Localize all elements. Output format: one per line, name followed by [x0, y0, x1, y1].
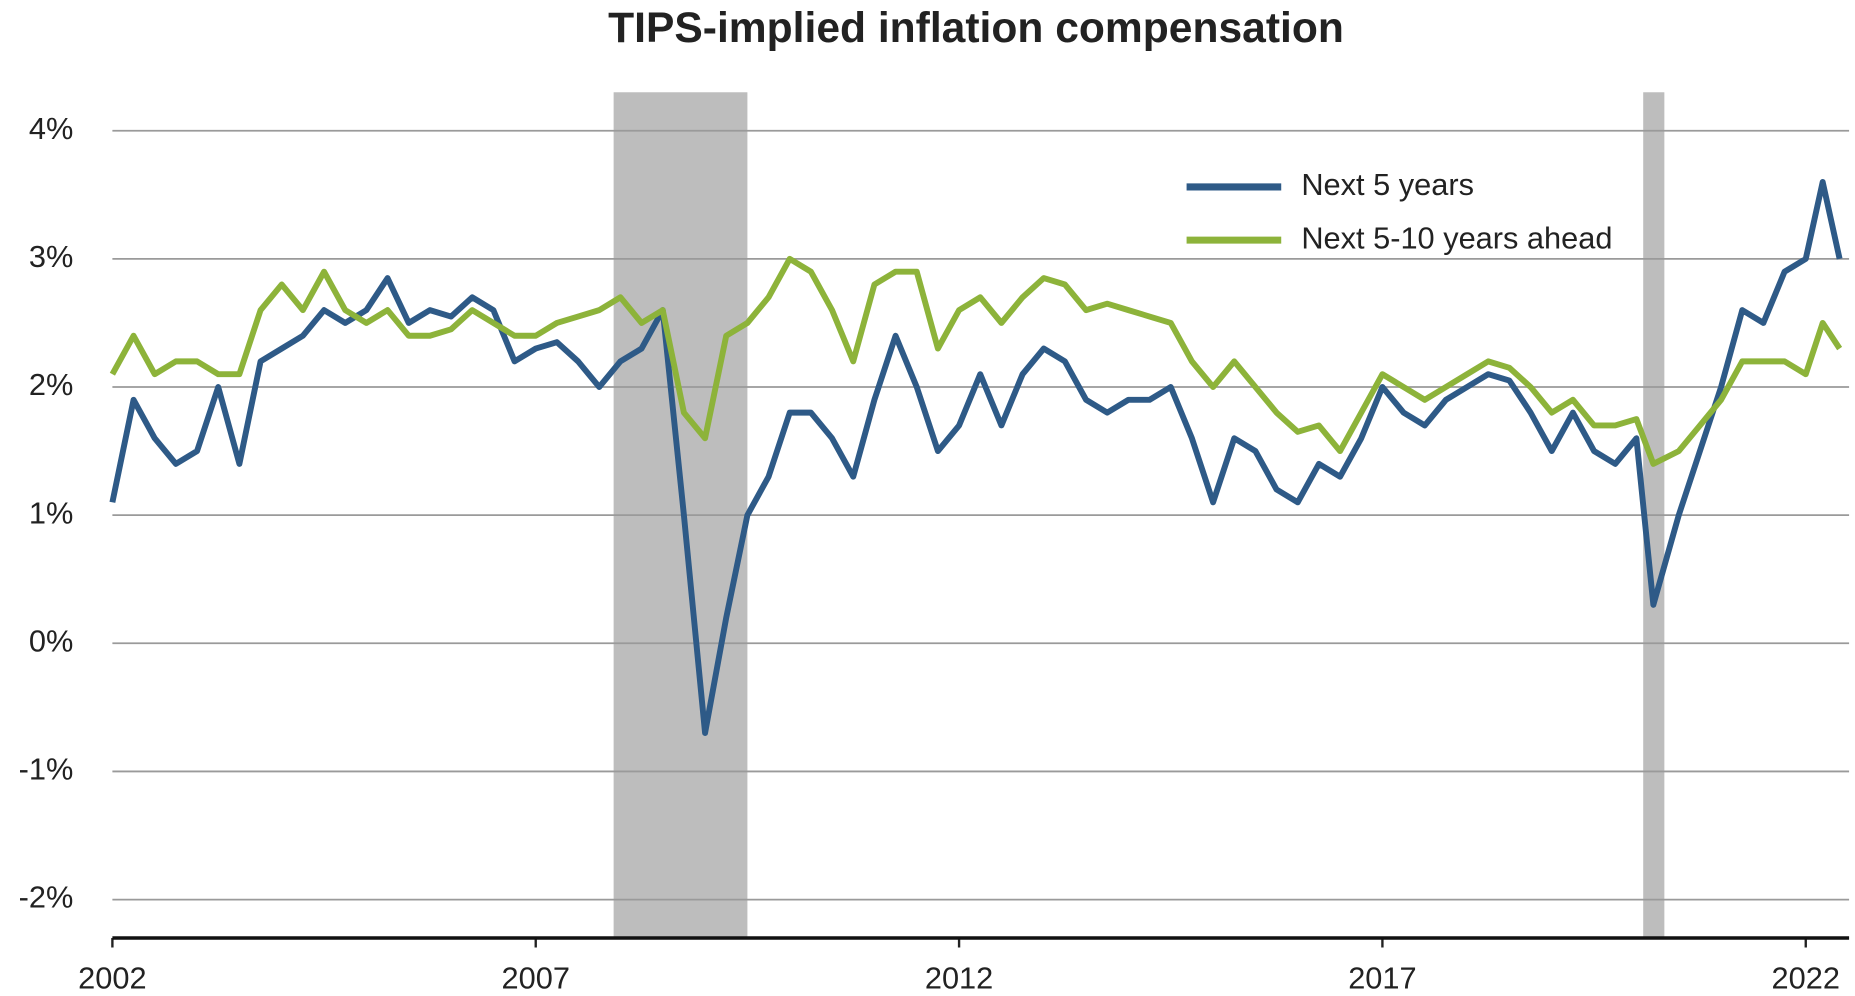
legend-label: Next 5-10 years ahead: [1301, 220, 1612, 255]
y-tick-label: 1%: [29, 495, 73, 530]
x-tick-label: 2017: [1348, 961, 1416, 996]
legend-label: Next 5 years: [1301, 167, 1474, 202]
y-tick-label: 4%: [29, 111, 73, 146]
y-tick-label: 3%: [29, 239, 73, 274]
x-tick-label: 2002: [78, 961, 146, 996]
chart-title: TIPS-implied inflation compensation: [608, 4, 1344, 52]
x-tick-label: 2007: [502, 961, 570, 996]
y-tick-label: -2%: [19, 880, 74, 915]
y-tick-label: -1%: [19, 752, 74, 787]
x-tick-label: 2012: [925, 961, 993, 996]
x-tick-label: 2022: [1772, 961, 1840, 996]
y-tick-label: 2%: [29, 367, 73, 402]
y-tick-label: 0%: [29, 623, 73, 658]
series-line: [109, 179, 1843, 736]
series-line: [109, 255, 1843, 467]
